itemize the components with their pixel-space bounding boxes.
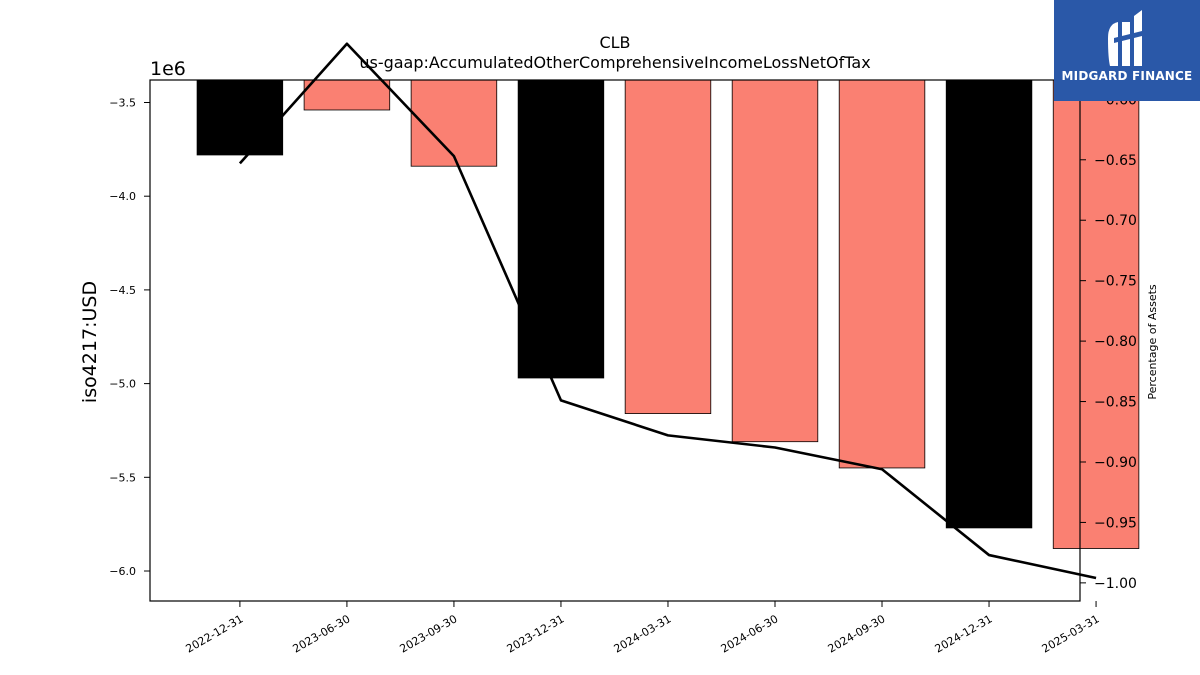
x-tick-label: 2024-06-30: [719, 612, 781, 655]
x-tick-label: 2025-03-31: [1040, 612, 1102, 655]
x-tick-label: 2024-03-31: [612, 612, 674, 655]
x-tick-label: 2022-12-31: [184, 612, 246, 655]
bar-2024-12-31: [945, 79, 1033, 529]
chart-subtitle: us-gaap:AccumulatedOtherComprehensiveInc…: [359, 53, 870, 72]
y2-tick-label: −0.95: [1094, 515, 1137, 531]
percentage-line: [238, 42, 1097, 580]
bars-group: [196, 79, 1140, 549]
midgard-logo-icon: [1108, 10, 1146, 66]
y-tick-label: −6.0: [109, 565, 136, 578]
bar-2024-03-31: [624, 79, 712, 414]
x-tick-label: 2024-12-31: [933, 612, 995, 655]
bar-2023-09-30: [410, 79, 498, 167]
y-tick-label: −4.0: [109, 190, 136, 203]
y-tick-label: −5.5: [109, 471, 136, 484]
y2-tick-label: −0.70: [1094, 213, 1137, 229]
line-group: [238, 42, 1097, 580]
bar-2024-09-30: [838, 79, 926, 469]
plot-frame: [149, 79, 1081, 602]
x-axis: 2022-12-31 2023-06-30 2023-09-30 2023-12-31…: [184, 601, 1102, 656]
midgard-logo: MIDGARD FINANCE: [1054, 0, 1200, 101]
bar-2023-12-31: [517, 79, 605, 379]
chart-title: CLB: [599, 33, 630, 52]
bar-2022-12-31: [196, 79, 284, 156]
x-tick-label: 2023-09-30: [398, 612, 460, 655]
x-tick-label: 2023-12-31: [505, 612, 567, 655]
x-tick-label: 2024-09-30: [826, 612, 888, 655]
bar-2024-06-30: [731, 79, 819, 443]
y-axis: −3.5 −4.0 −4.5 −5.0 −5.5 −6.0: [109, 96, 150, 578]
y-axis-offset: 1e6: [150, 58, 186, 80]
y-tick-label: −5.0: [109, 378, 136, 391]
x-tick-label: 2023-06-30: [291, 612, 353, 655]
y-tick-label: −4.5: [109, 284, 136, 297]
y2-tick-label: −0.65: [1094, 153, 1137, 169]
y-axis-label: iso4217:USD: [79, 281, 101, 403]
y2-tick-label: −0.75: [1094, 274, 1137, 290]
y2-tick-label: −0.85: [1094, 395, 1137, 411]
y-tick-label: −3.5: [109, 96, 136, 109]
bar-2025-03-31: [1052, 79, 1140, 549]
bar-2023-06-30: [303, 79, 391, 111]
y2-tick-label: −1.00: [1094, 576, 1137, 592]
logo-text: MIDGARD FINANCE: [1061, 69, 1193, 83]
y2-tick-label: −0.90: [1094, 455, 1137, 471]
y2-tick-label: −0.80: [1094, 334, 1137, 350]
y2-axis-label: Percentage of Assets: [1146, 284, 1159, 400]
